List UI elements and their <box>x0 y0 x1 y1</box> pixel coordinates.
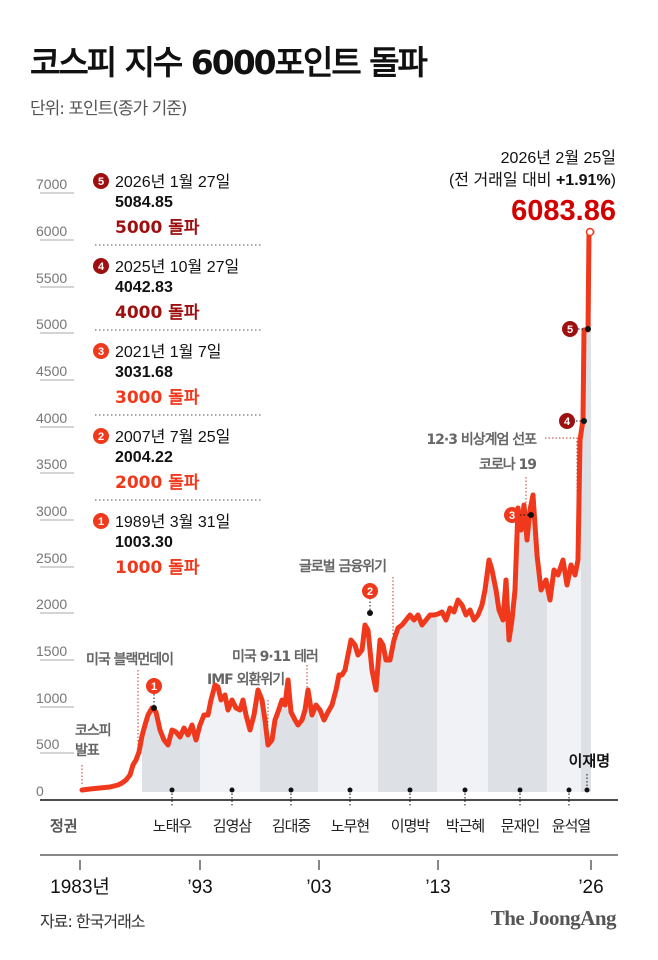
year-labels: 1983년 ’93 ’03 ’13 ’26 <box>50 876 604 898</box>
svg-text:글로벌 금융위기: 글로벌 금융위기 <box>299 558 386 575</box>
svg-text:박근혜: 박근혜 <box>446 817 485 835</box>
svg-text:2: 2 <box>98 431 104 443</box>
svg-text:1: 1 <box>151 681 157 693</box>
government-row-label: 정권 <box>50 817 78 835</box>
band-mask <box>60 160 658 792</box>
svg-text:미국 블랙먼데이: 미국 블랙먼데이 <box>86 651 173 668</box>
svg-text:1983년: 1983년 <box>50 876 110 898</box>
publisher-logo: The JoongAng <box>490 906 617 930</box>
government-markers: 이재명 <box>169 752 610 806</box>
unit-note: 단위: 포인트(종가 기준) <box>30 99 188 119</box>
svg-text:IMF 외환위기: IMF 외환위기 <box>207 671 284 688</box>
latest-annotation: 2026년 2월 25일 (전 거래일 대비 +1.91%) 6083.86 <box>449 149 616 227</box>
svg-text:5000 돌파: 5000 돌파 <box>115 218 200 238</box>
svg-text:5000: 5000 <box>36 316 67 332</box>
milestone-5: 5 2026년 1월 27일 5084.85 5000 돌파 <box>93 173 230 238</box>
government-names: 노태우 김영삼 김대중 노무현 이명박 박근혜 문재인 윤석열 <box>153 817 592 835</box>
svg-text:코스피: 코스피 <box>75 723 111 739</box>
svg-text:4: 4 <box>98 261 105 273</box>
badge-3-icon <box>504 507 520 523</box>
event-labels: 코스피 발표 미국 블랙먼데이 IMF 외환위기 미국 9·11 테러 글로벌 … <box>75 432 538 759</box>
svg-text:500: 500 <box>36 736 60 752</box>
svg-text:0: 0 <box>36 783 44 799</box>
kospi-line <box>79 229 595 793</box>
svg-text:2007년 7월 25일: 2007년 7월 25일 <box>115 428 230 446</box>
svg-text:3031.68: 3031.68 <box>115 364 173 381</box>
svg-text:2026년 1월 27일: 2026년 1월 27일 <box>115 173 230 191</box>
svg-text:7000: 7000 <box>36 176 67 192</box>
svg-text:5084.85: 5084.85 <box>115 194 173 211</box>
svg-text:5500: 5500 <box>36 270 67 286</box>
svg-text:’13: ’13 <box>425 877 450 898</box>
svg-text:1: 1 <box>98 516 104 528</box>
y-axis: 7000 6000 5500 5000 4500 4000 3500 3000 … <box>36 176 74 799</box>
svg-text:코로나 19: 코로나 19 <box>479 457 536 473</box>
svg-text:12·3 비상계엄 선포: 12·3 비상계엄 선포 <box>426 432 537 448</box>
svg-text:이명박: 이명박 <box>391 817 431 835</box>
svg-text:3: 3 <box>509 510 515 522</box>
svg-text:4: 4 <box>564 416 571 428</box>
svg-text:미국 9·11 테러: 미국 9·11 테러 <box>232 649 318 665</box>
page-title: 코스피 지수 6000포인트 돌파 <box>30 43 428 82</box>
svg-text:문재인: 문재인 <box>501 817 540 835</box>
svg-text:2021년 1월 7일: 2021년 1월 7일 <box>115 343 221 361</box>
svg-text:2: 2 <box>367 586 373 598</box>
svg-text:1000 돌파: 1000 돌파 <box>115 558 200 578</box>
badge-2-icon <box>362 583 378 599</box>
current-government-label: 이재명 <box>569 752 610 770</box>
svg-text:(전 거래일 대비 +1.91%): (전 거래일 대비 +1.91%) <box>449 171 616 189</box>
milestone-2: 2 2007년 7월 25일 2004.22 2000 돌파 <box>93 428 230 493</box>
svg-text:5: 5 <box>98 176 104 188</box>
svg-text:2500: 2500 <box>36 550 67 566</box>
svg-text:3500: 3500 <box>36 456 67 472</box>
badge-1-icon <box>146 678 162 694</box>
line-milestone-markers: 1 2 3 4 5 <box>146 227 595 711</box>
svg-text:’26: ’26 <box>578 877 603 898</box>
badge-4-icon <box>93 258 109 274</box>
svg-text:1989년 3월 31일: 1989년 3월 31일 <box>115 513 230 531</box>
milestone-1: 1 1989년 3월 31일 1003.30 1000 돌파 <box>93 513 230 578</box>
svg-text:노태우: 노태우 <box>153 817 193 835</box>
source-note: 자료: 한국거래소 <box>40 912 146 931</box>
svg-text:6083.86: 6083.86 <box>511 195 616 227</box>
badge-2-icon <box>93 428 109 444</box>
svg-text:발표: 발표 <box>75 742 100 759</box>
svg-text:2025년 10월 27일: 2025년 10월 27일 <box>115 258 239 276</box>
svg-text:4000 돌파: 4000 돌파 <box>115 303 200 323</box>
svg-text:3000: 3000 <box>36 503 67 519</box>
badge-5-icon <box>562 321 578 337</box>
svg-text:윤석열: 윤석열 <box>552 817 591 835</box>
milestone-3: 3 2021년 1월 7일 3031.68 3000 돌파 <box>93 343 221 408</box>
svg-text:6000: 6000 <box>36 223 67 239</box>
svg-text:4500: 4500 <box>36 363 67 379</box>
svg-text:4000: 4000 <box>36 410 67 426</box>
svg-text:4042.83: 4042.83 <box>115 279 173 296</box>
svg-text:2000: 2000 <box>36 596 67 612</box>
svg-text:김영삼: 김영삼 <box>213 817 253 835</box>
badge-3-icon <box>93 343 109 359</box>
svg-text:1500: 1500 <box>36 643 67 659</box>
svg-text:김대중: 김대중 <box>272 817 311 835</box>
svg-text:2026년 2월 25일: 2026년 2월 25일 <box>501 149 616 167</box>
svg-text:3: 3 <box>98 346 104 358</box>
milestone-list: 5 2026년 1월 27일 5084.85 5000 돌파 4 2025년 1… <box>93 173 239 578</box>
latest-point <box>585 227 595 237</box>
svg-text:’93: ’93 <box>187 877 212 898</box>
svg-text:’03: ’03 <box>306 877 331 898</box>
svg-text:노무현: 노무현 <box>331 817 370 835</box>
badge-1-icon <box>93 513 109 529</box>
milestone-4: 4 2025년 10월 27일 4042.83 4000 돌파 <box>93 258 239 323</box>
kospi-chart: 7000 6000 5500 5000 4500 4000 3500 3000 … <box>36 149 658 898</box>
svg-text:5: 5 <box>567 324 573 336</box>
svg-text:2000 돌파: 2000 돌파 <box>115 473 200 493</box>
badge-5-icon <box>93 173 109 189</box>
svg-text:2004.22: 2004.22 <box>115 449 173 466</box>
badge-4-icon <box>559 413 575 429</box>
svg-text:1003.30: 1003.30 <box>115 534 173 551</box>
svg-text:3000 돌파: 3000 돌파 <box>115 388 200 408</box>
svg-text:1000: 1000 <box>36 690 67 706</box>
year-ticks <box>79 860 592 870</box>
